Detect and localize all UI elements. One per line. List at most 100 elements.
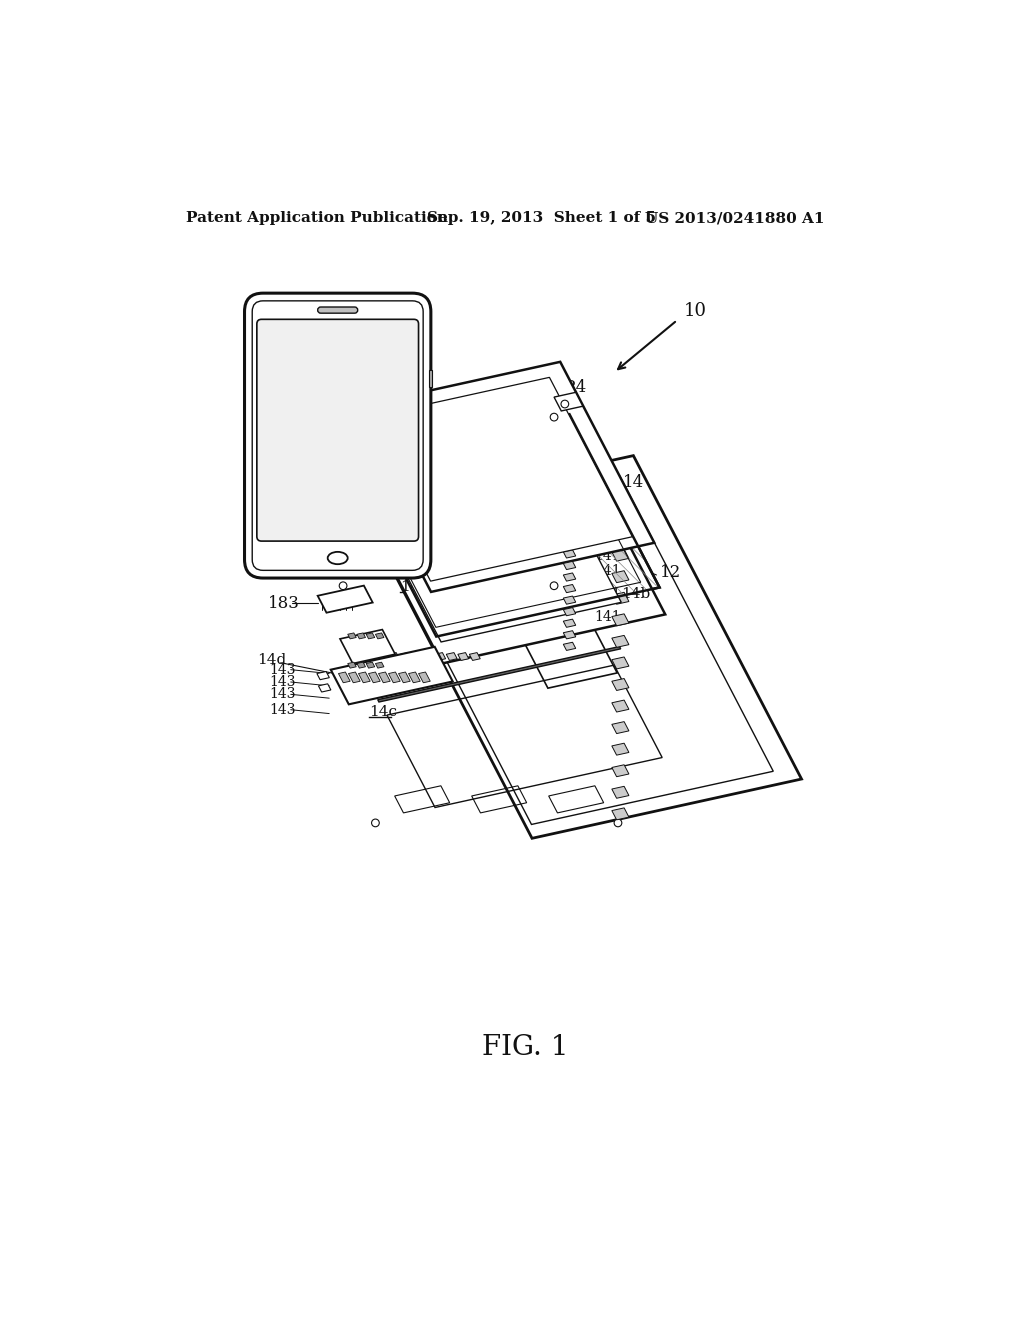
Text: 143: 143 (269, 688, 296, 701)
Text: 14d: 14d (258, 653, 287, 668)
Text: 20: 20 (466, 422, 486, 440)
Text: 141: 141 (594, 610, 621, 624)
Text: 143: 143 (269, 663, 296, 677)
Polygon shape (563, 585, 575, 593)
Polygon shape (339, 672, 350, 682)
Polygon shape (504, 495, 515, 503)
Polygon shape (435, 495, 445, 503)
Polygon shape (518, 615, 617, 688)
Polygon shape (563, 607, 575, 615)
Polygon shape (388, 652, 399, 660)
Polygon shape (412, 652, 423, 660)
Circle shape (561, 400, 568, 408)
Polygon shape (317, 586, 373, 612)
Polygon shape (367, 663, 375, 668)
Polygon shape (378, 647, 621, 702)
Polygon shape (348, 672, 360, 682)
Text: 201: 201 (370, 532, 401, 549)
Polygon shape (611, 657, 629, 669)
Text: 143: 143 (269, 702, 296, 717)
Circle shape (614, 523, 622, 531)
Text: 12: 12 (660, 564, 682, 581)
FancyBboxPatch shape (257, 319, 419, 541)
Polygon shape (364, 455, 802, 838)
Polygon shape (316, 672, 330, 680)
Polygon shape (611, 593, 629, 605)
Polygon shape (318, 684, 331, 692)
Polygon shape (515, 495, 526, 503)
Polygon shape (611, 787, 629, 799)
Polygon shape (446, 652, 457, 660)
Polygon shape (611, 528, 629, 540)
FancyBboxPatch shape (252, 301, 423, 570)
Polygon shape (563, 539, 575, 546)
Polygon shape (354, 445, 666, 664)
Text: 183: 183 (267, 595, 299, 612)
Polygon shape (563, 504, 575, 512)
Polygon shape (611, 549, 629, 561)
Polygon shape (376, 663, 384, 668)
Polygon shape (563, 597, 575, 605)
Polygon shape (563, 561, 575, 570)
Polygon shape (563, 515, 575, 524)
Polygon shape (563, 631, 575, 639)
Polygon shape (366, 652, 376, 660)
Text: 221: 221 (281, 424, 312, 441)
Polygon shape (563, 573, 575, 581)
Text: 10: 10 (683, 302, 707, 319)
Polygon shape (357, 632, 366, 639)
Text: 18: 18 (295, 421, 315, 438)
Polygon shape (379, 672, 390, 682)
Polygon shape (554, 392, 583, 411)
Polygon shape (419, 672, 430, 682)
Polygon shape (366, 495, 376, 503)
Circle shape (550, 413, 558, 421)
Polygon shape (388, 495, 399, 503)
Polygon shape (377, 495, 388, 503)
Polygon shape (348, 378, 633, 581)
Polygon shape (348, 663, 356, 668)
Polygon shape (400, 652, 411, 660)
FancyBboxPatch shape (245, 293, 431, 578)
Text: 145: 145 (400, 579, 429, 594)
Polygon shape (358, 672, 371, 682)
Polygon shape (458, 495, 469, 503)
Circle shape (339, 413, 347, 421)
Polygon shape (611, 808, 629, 820)
Text: 24: 24 (565, 379, 587, 396)
Polygon shape (388, 672, 400, 682)
Polygon shape (367, 632, 375, 639)
Text: 143: 143 (269, 675, 296, 689)
Circle shape (550, 582, 558, 590)
Text: 14b: 14b (621, 587, 650, 601)
Polygon shape (423, 652, 434, 660)
Polygon shape (563, 619, 575, 627)
Text: 14: 14 (624, 474, 645, 491)
Ellipse shape (328, 552, 348, 564)
Polygon shape (611, 614, 629, 626)
Text: Patent Application Publication: Patent Application Publication (186, 211, 449, 226)
Circle shape (339, 582, 347, 590)
Polygon shape (423, 495, 434, 503)
Text: 14a: 14a (554, 470, 583, 484)
Text: 141: 141 (594, 587, 621, 601)
Polygon shape (369, 672, 380, 682)
Polygon shape (481, 495, 492, 503)
Text: 141: 141 (594, 549, 621, 562)
Polygon shape (337, 362, 654, 591)
FancyBboxPatch shape (317, 308, 357, 313)
Polygon shape (400, 495, 411, 503)
Circle shape (614, 818, 622, 826)
Polygon shape (611, 764, 629, 776)
Polygon shape (387, 510, 552, 611)
Polygon shape (376, 632, 384, 639)
Text: 22: 22 (406, 370, 427, 387)
Polygon shape (611, 743, 629, 755)
Text: US 2013/0241880 A1: US 2013/0241880 A1 (645, 211, 824, 226)
Polygon shape (563, 550, 575, 558)
Polygon shape (611, 635, 629, 647)
Circle shape (372, 523, 379, 531)
Polygon shape (346, 414, 659, 636)
Polygon shape (348, 632, 356, 639)
Polygon shape (611, 722, 629, 734)
